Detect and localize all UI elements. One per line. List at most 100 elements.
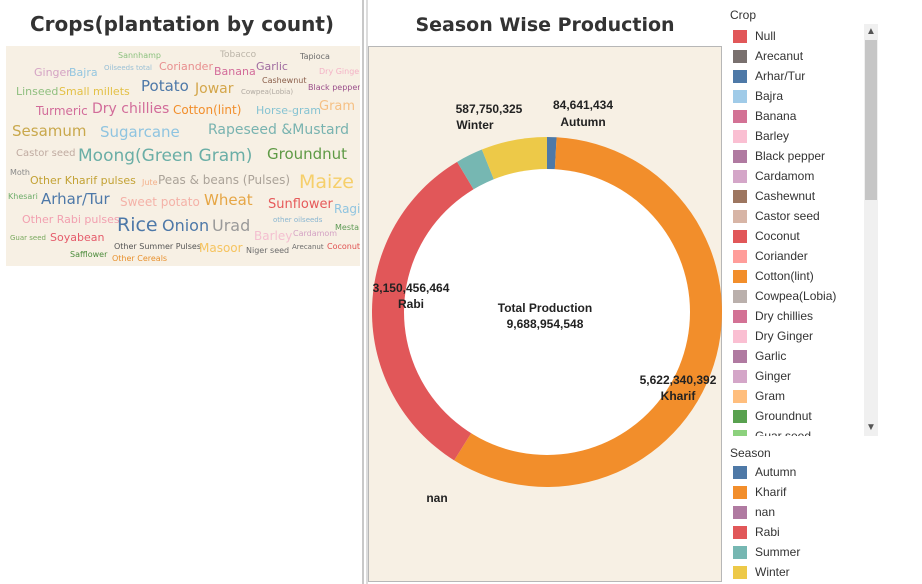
legend-swatch bbox=[733, 89, 747, 103]
wordcloud-word: Arecanut bbox=[292, 243, 324, 251]
legend-label: Garlic bbox=[755, 349, 787, 363]
crop-legend-item[interactable]: Dry Ginger bbox=[730, 326, 866, 346]
legend-label: Ginger bbox=[755, 369, 792, 383]
wordcloud-title: Crops(plantation by count) bbox=[29, 12, 335, 36]
crop-legend-item[interactable]: Coconut bbox=[730, 226, 866, 246]
wordcloud-word: Rice bbox=[117, 214, 158, 236]
crop-legend-item[interactable]: Castor seed bbox=[730, 206, 866, 226]
rabi-value-label: 3,150,456,464 bbox=[373, 281, 450, 295]
legend-label: Castor seed bbox=[755, 209, 820, 223]
crop-legend-item[interactable]: Barley bbox=[730, 126, 866, 146]
wordcloud-word: Bajra bbox=[69, 66, 98, 79]
wordcloud-word: Sannhamp bbox=[118, 51, 161, 60]
crop-legend-item[interactable]: Null bbox=[730, 26, 866, 46]
wordcloud-word: Cashewnut bbox=[262, 76, 307, 85]
legend-swatch bbox=[733, 545, 747, 559]
legend-label: Cashewnut bbox=[755, 189, 816, 203]
wordcloud-word: Peas & beans (Pulses) bbox=[158, 173, 291, 187]
wordcloud-word: Moth bbox=[10, 168, 31, 177]
wordcloud-word: Mesta bbox=[335, 223, 360, 232]
crop-legend-item[interactable]: Gram bbox=[730, 386, 866, 406]
legend-label: Dry chillies bbox=[755, 309, 814, 323]
wordcloud: Sannhamp Tobacco Tapioca Ginger Bajra Oilseed… bbox=[6, 46, 360, 266]
legend-label: Coconut bbox=[755, 229, 800, 243]
scroll-thumb[interactable] bbox=[865, 40, 877, 200]
wordcloud-word: Rapeseed &Mustard bbox=[208, 122, 349, 138]
legend-swatch bbox=[733, 369, 747, 383]
crop-legend-item[interactable]: Coriander bbox=[730, 246, 866, 266]
legend-label: Guar seed bbox=[755, 429, 812, 436]
crop-legend[interactable]: Null Arecanut Arhar/Tur Bajra Banana Barley Bl… bbox=[730, 26, 866, 436]
wordcloud-word: Dry Ginger bbox=[319, 67, 360, 76]
crop-legend-item[interactable]: Ginger bbox=[730, 366, 866, 386]
wordcloud-word: Niger seed bbox=[246, 246, 290, 255]
legend-swatch bbox=[733, 149, 747, 163]
wordcloud-word: Other Rabi pulses bbox=[22, 213, 120, 226]
wordcloud-word: Onion bbox=[162, 216, 210, 235]
legend-swatch bbox=[733, 249, 747, 263]
crop-legend-item[interactable]: Arhar/Tur bbox=[730, 66, 866, 86]
wordcloud-word: Cotton(lint) bbox=[173, 103, 242, 117]
wordcloud-word: Arhar/Tur bbox=[41, 190, 110, 208]
season-legend-item[interactable]: Summer bbox=[730, 542, 870, 562]
crop-legend-item[interactable]: Guar seed bbox=[730, 426, 866, 436]
season-legend-item[interactable]: Rabi bbox=[730, 522, 870, 542]
season-legend[interactable]: Autumn Kharif nan Rabi Summer Winter bbox=[730, 462, 870, 582]
wordcloud-word: Ginger bbox=[34, 66, 71, 79]
donut-hole bbox=[404, 169, 690, 455]
wordcloud-word: Khesari bbox=[8, 192, 38, 201]
crop-legend-item[interactable]: Garlic bbox=[730, 346, 866, 366]
crop-legend-item[interactable]: Banana bbox=[730, 106, 866, 126]
crop-legend-item[interactable]: Cardamom bbox=[730, 166, 866, 186]
kharif-value-label: 5,622,340,392 bbox=[640, 373, 717, 387]
legend-swatch bbox=[733, 309, 747, 323]
donut-chart-container: 587,750,325 Winter 84,641,434 Autumn 3,1… bbox=[368, 46, 722, 582]
crop-legend-item[interactable]: Black pepper bbox=[730, 146, 866, 166]
crop-legend-item[interactable]: Bajra bbox=[730, 86, 866, 106]
legend-label: Barley bbox=[755, 129, 790, 143]
wordcloud-word: Barley bbox=[254, 229, 293, 243]
wordcloud-word: Other Cereals bbox=[112, 254, 168, 263]
legend-swatch bbox=[733, 189, 747, 203]
crop-legend-item[interactable]: Dry chillies bbox=[730, 306, 866, 326]
wordcloud-word: Gram bbox=[319, 99, 356, 114]
legend-swatch bbox=[733, 389, 747, 403]
legend-swatch bbox=[733, 229, 747, 243]
wordcloud-word: Garlic bbox=[256, 60, 288, 73]
season-legend-item[interactable]: Autumn bbox=[730, 462, 870, 482]
season-legend-title: Season bbox=[730, 446, 771, 460]
crop-legend-scrollbar[interactable]: ▲ ▼ bbox=[864, 24, 878, 436]
season-legend-item[interactable]: Kharif bbox=[730, 482, 870, 502]
legend-swatch bbox=[733, 289, 747, 303]
legend-swatch bbox=[733, 49, 747, 63]
wordcloud-word: Sweet potato bbox=[120, 195, 200, 209]
legend-swatch bbox=[733, 329, 747, 343]
season-legend-item[interactable]: nan bbox=[730, 502, 870, 522]
crop-legend-item[interactable]: Cashewnut bbox=[730, 186, 866, 206]
wordcloud-panel: Crops(plantation by count) Sannhamp Tobac… bbox=[0, 0, 364, 584]
crop-legend-item[interactable]: Groundnut bbox=[730, 406, 866, 426]
crop-legend-item[interactable]: Arecanut bbox=[730, 46, 866, 66]
chart-title: Season Wise Production bbox=[415, 14, 675, 36]
scroll-up-arrow-icon[interactable]: ▲ bbox=[866, 26, 876, 37]
wordcloud-word: Coriander bbox=[159, 60, 213, 73]
wordcloud-word: Tapioca bbox=[300, 52, 330, 61]
kharif-name-label: Kharif bbox=[661, 389, 697, 403]
wordcloud-word: Cowpea(Lobia) bbox=[241, 88, 294, 96]
season-legend-item[interactable]: Winter bbox=[730, 562, 870, 582]
wordcloud-word: Other Kharif pulses bbox=[30, 174, 136, 187]
rabi-name-label: Rabi bbox=[398, 297, 424, 311]
crop-legend-item[interactable]: Cotton(lint) bbox=[730, 266, 866, 286]
wordcloud-word: Tobacco bbox=[220, 50, 257, 60]
crop-legend-item[interactable]: Cowpea(Lobia) bbox=[730, 286, 866, 306]
wordcloud-word: Oilseeds total bbox=[104, 64, 152, 72]
legend-swatch bbox=[733, 129, 747, 143]
legend-swatch bbox=[733, 465, 747, 479]
legend-swatch bbox=[733, 525, 747, 539]
legend-swatch bbox=[733, 209, 747, 223]
scroll-down-arrow-icon[interactable]: ▼ bbox=[866, 422, 876, 433]
wordcloud-word: Linseed bbox=[16, 85, 59, 98]
wordcloud-word: Masoor bbox=[199, 241, 243, 255]
legend-label: Arecanut bbox=[755, 49, 804, 63]
wordcloud-word: Banana bbox=[214, 65, 256, 78]
